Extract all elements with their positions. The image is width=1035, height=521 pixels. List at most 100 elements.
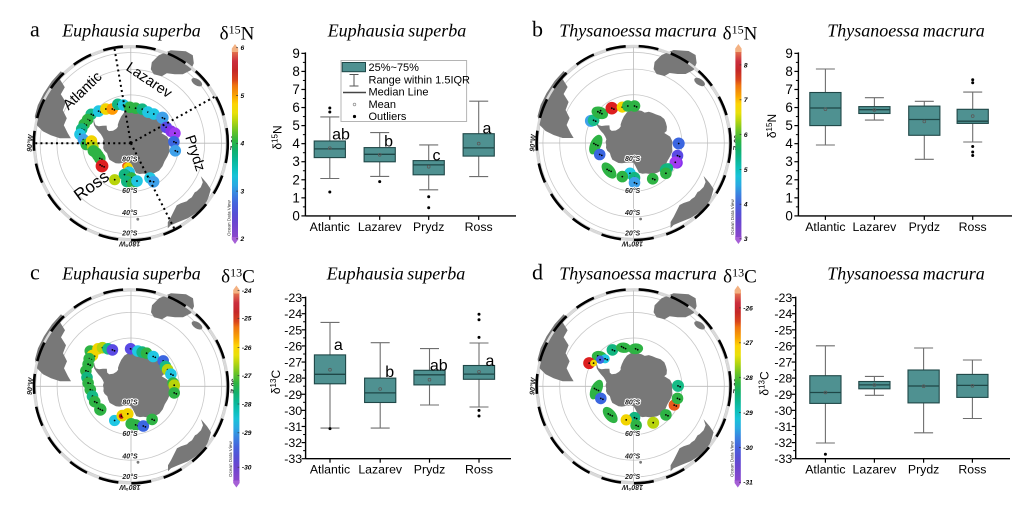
svg-text:-25: -25 bbox=[242, 316, 252, 323]
svg-text:Lazarev: Lazarev bbox=[853, 463, 898, 477]
svg-text:Euphausia superba: Euphausia superba bbox=[61, 21, 201, 41]
svg-text:-31: -31 bbox=[284, 420, 302, 434]
svg-text:5: 5 bbox=[292, 118, 299, 133]
svg-text:Ocean Data View: Ocean Data View bbox=[729, 441, 734, 477]
svg-text:Atlantic: Atlantic bbox=[805, 463, 845, 477]
svg-text:-33: -33 bbox=[284, 452, 302, 466]
svg-text:-28: -28 bbox=[284, 372, 302, 386]
svg-text:-30: -30 bbox=[743, 445, 753, 452]
svg-text:Ross: Ross bbox=[465, 463, 493, 477]
svg-text:b: b bbox=[385, 364, 394, 381]
svg-text:8: 8 bbox=[744, 62, 748, 69]
svg-text:-28: -28 bbox=[774, 372, 792, 386]
svg-text:-25: -25 bbox=[774, 323, 792, 337]
svg-text:-33: -33 bbox=[774, 452, 792, 466]
svg-text:Ocean Data View: Ocean Data View bbox=[227, 200, 232, 236]
svg-text:3: 3 bbox=[292, 154, 299, 169]
svg-text:-24: -24 bbox=[774, 307, 792, 321]
svg-text:-31: -31 bbox=[743, 480, 753, 487]
svg-text:-26: -26 bbox=[242, 345, 252, 352]
svg-text:0: 0 bbox=[785, 208, 792, 223]
svg-text:4: 4 bbox=[785, 136, 793, 151]
svg-text:-26: -26 bbox=[743, 305, 753, 312]
svg-text:Euphausia superba: Euphausia superba bbox=[61, 264, 201, 284]
svg-text:Thysanoessa macrura: Thysanoessa macrura bbox=[827, 264, 985, 284]
svg-text:-29: -29 bbox=[242, 430, 252, 437]
svg-text:c: c bbox=[30, 260, 40, 285]
svg-text:Atlantic: Atlantic bbox=[805, 220, 845, 234]
svg-text:b: b bbox=[532, 17, 543, 42]
svg-text:Range within 1.5IQR: Range within 1.5IQR bbox=[369, 74, 471, 86]
svg-text:5: 5 bbox=[744, 167, 748, 174]
svg-text:Ocean Data View: Ocean Data View bbox=[228, 441, 233, 477]
svg-text:d: d bbox=[532, 260, 543, 285]
svg-text:-27: -27 bbox=[242, 373, 252, 380]
svg-text:-26: -26 bbox=[284, 339, 302, 353]
svg-text:25%~75%: 25%~75% bbox=[369, 62, 420, 74]
svg-text:8: 8 bbox=[292, 64, 299, 79]
svg-text:a: a bbox=[485, 353, 494, 370]
svg-text:-23: -23 bbox=[774, 291, 792, 305]
svg-text:-27: -27 bbox=[743, 340, 753, 347]
svg-text:-27: -27 bbox=[774, 356, 792, 370]
svg-text:-28: -28 bbox=[743, 375, 753, 382]
svg-text:Atlantic: Atlantic bbox=[310, 463, 350, 477]
svg-text:5: 5 bbox=[241, 93, 245, 100]
svg-text:b: b bbox=[384, 134, 393, 151]
svg-text:Lazarev: Lazarev bbox=[358, 220, 403, 234]
svg-text:Mean: Mean bbox=[369, 99, 397, 111]
svg-text:6: 6 bbox=[241, 45, 245, 52]
svg-text:2: 2 bbox=[240, 236, 245, 243]
svg-text:-29: -29 bbox=[774, 388, 792, 402]
svg-text:-31: -31 bbox=[774, 420, 792, 434]
svg-text:3: 3 bbox=[744, 236, 748, 243]
svg-text:3: 3 bbox=[241, 189, 245, 196]
svg-text:-32: -32 bbox=[284, 436, 302, 450]
svg-text:Euphausia superba: Euphausia superba bbox=[327, 21, 467, 41]
svg-text:-28: -28 bbox=[242, 401, 252, 408]
svg-text:Atlantic: Atlantic bbox=[310, 220, 350, 234]
svg-text:-23: -23 bbox=[284, 291, 302, 305]
svg-text:7: 7 bbox=[785, 82, 792, 97]
svg-text:6: 6 bbox=[785, 100, 792, 115]
svg-text:9: 9 bbox=[292, 46, 299, 61]
svg-text:-25: -25 bbox=[284, 323, 302, 337]
svg-text:Ross: Ross bbox=[958, 463, 986, 477]
svg-text:7: 7 bbox=[744, 97, 748, 104]
svg-text:δ15N: δ15N bbox=[271, 125, 285, 149]
svg-text:a: a bbox=[334, 337, 343, 354]
svg-text:4: 4 bbox=[292, 136, 300, 151]
svg-text:-30: -30 bbox=[284, 404, 302, 418]
svg-text:Prydz: Prydz bbox=[908, 463, 939, 477]
svg-text:δ13C: δ13C bbox=[269, 370, 283, 395]
svg-text:δ15N: δ15N bbox=[765, 114, 779, 138]
svg-text:3: 3 bbox=[785, 154, 792, 169]
svg-text:δ13C: δ13C bbox=[221, 266, 255, 288]
svg-text:7: 7 bbox=[292, 82, 299, 97]
svg-text:δ15N: δ15N bbox=[723, 23, 758, 45]
svg-text:5: 5 bbox=[785, 118, 792, 133]
svg-text:Thysanoessa macrura: Thysanoessa macrura bbox=[827, 21, 985, 41]
svg-text:δ15N: δ15N bbox=[220, 23, 255, 45]
svg-text:Prydz: Prydz bbox=[413, 220, 444, 234]
svg-text:Ross: Ross bbox=[959, 220, 987, 234]
svg-text:1: 1 bbox=[785, 190, 792, 205]
svg-text:-30: -30 bbox=[242, 465, 252, 472]
svg-text:8: 8 bbox=[785, 64, 792, 79]
svg-text:4: 4 bbox=[743, 202, 748, 209]
svg-text:a: a bbox=[483, 121, 492, 138]
svg-text:Median Line: Median Line bbox=[369, 87, 429, 99]
svg-text:-29: -29 bbox=[743, 410, 753, 417]
svg-text:Prydz: Prydz bbox=[414, 463, 445, 477]
svg-text:Thysanoessa macrura: Thysanoessa macrura bbox=[559, 264, 717, 284]
svg-text:Lazarev: Lazarev bbox=[853, 220, 898, 234]
svg-text:0: 0 bbox=[292, 208, 299, 223]
svg-text:6: 6 bbox=[292, 100, 299, 115]
svg-text:Ocean Data View: Ocean Data View bbox=[730, 199, 735, 235]
svg-text:2: 2 bbox=[785, 172, 792, 187]
svg-text:6: 6 bbox=[744, 132, 748, 139]
svg-text:ab: ab bbox=[332, 127, 350, 144]
svg-text:-27: -27 bbox=[284, 356, 302, 370]
svg-text:-24: -24 bbox=[242, 288, 252, 295]
svg-text:Lazarev: Lazarev bbox=[358, 463, 403, 477]
